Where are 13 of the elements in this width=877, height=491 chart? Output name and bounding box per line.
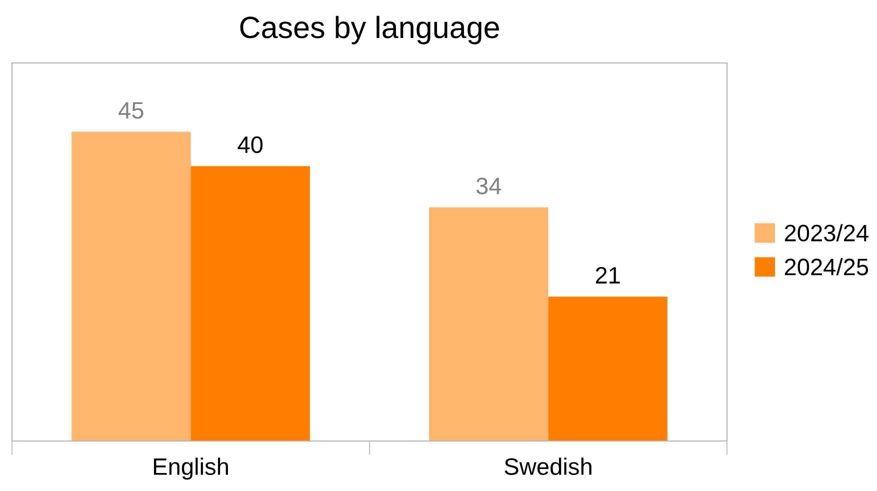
x-tick-label: English xyxy=(154,458,228,480)
x-tick-label: Swedish xyxy=(504,458,592,476)
bar xyxy=(190,166,310,441)
data-label: 34 xyxy=(476,178,502,194)
data-label: 40 xyxy=(238,136,263,154)
legend-label: 2023/24 xyxy=(784,224,868,242)
bar xyxy=(429,207,548,441)
bar xyxy=(548,296,668,441)
chart-title: Cases by language xyxy=(240,16,499,44)
legend-label: 2024/25 xyxy=(784,258,868,276)
bar xyxy=(72,132,191,441)
data-label: 21 xyxy=(596,266,620,284)
data-label: 45 xyxy=(118,102,144,119)
